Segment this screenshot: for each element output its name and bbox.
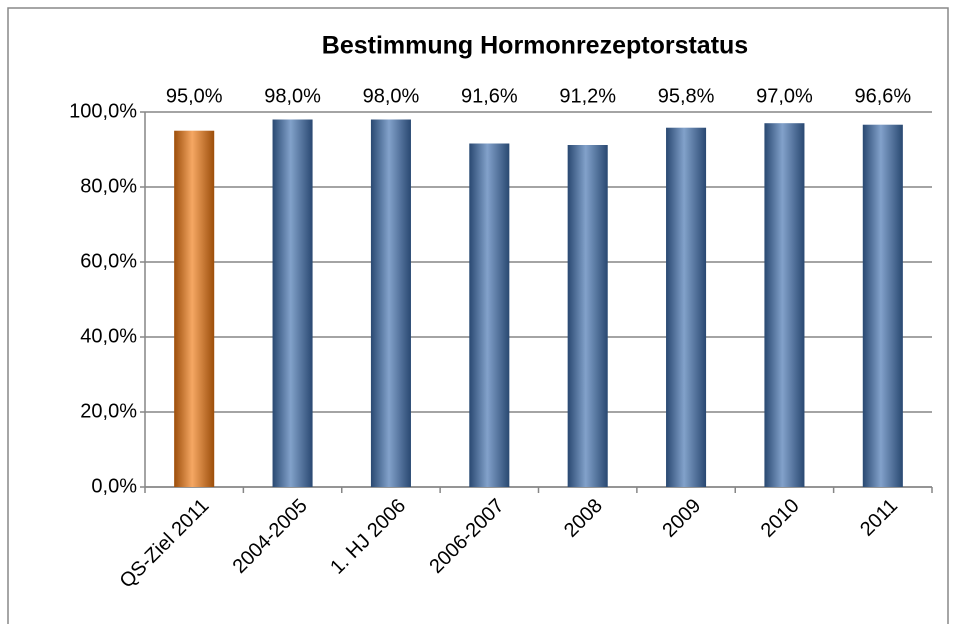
bar-shine — [469, 143, 510, 487]
bar-shine — [370, 119, 411, 487]
value-label: 95,0% — [166, 85, 223, 107]
bar-shine — [862, 124, 903, 487]
value-label: 97,0% — [756, 85, 813, 107]
bar-shine — [174, 130, 215, 487]
value-label: 98,0% — [363, 85, 420, 107]
bar-shine — [764, 123, 805, 487]
y-tick-label: 40,0% — [80, 325, 137, 347]
y-tick-label: 20,0% — [80, 400, 137, 422]
value-label: 91,6% — [461, 85, 518, 107]
chart-title: Bestimmung Hormonrezeptorstatus — [322, 32, 748, 60]
value-label: 96,6% — [854, 85, 911, 107]
value-label: 91,2% — [559, 85, 616, 107]
bar-shine — [567, 145, 608, 487]
y-tick-label: 80,0% — [80, 175, 137, 197]
y-tick-label: 100,0% — [69, 100, 137, 122]
value-label: 95,8% — [658, 85, 715, 107]
bar-shine — [272, 119, 313, 487]
y-tick-label: 60,0% — [80, 250, 137, 272]
bar-shine — [666, 127, 707, 487]
value-label: 98,0% — [264, 85, 321, 107]
y-tick-label: 0,0% — [91, 475, 137, 497]
